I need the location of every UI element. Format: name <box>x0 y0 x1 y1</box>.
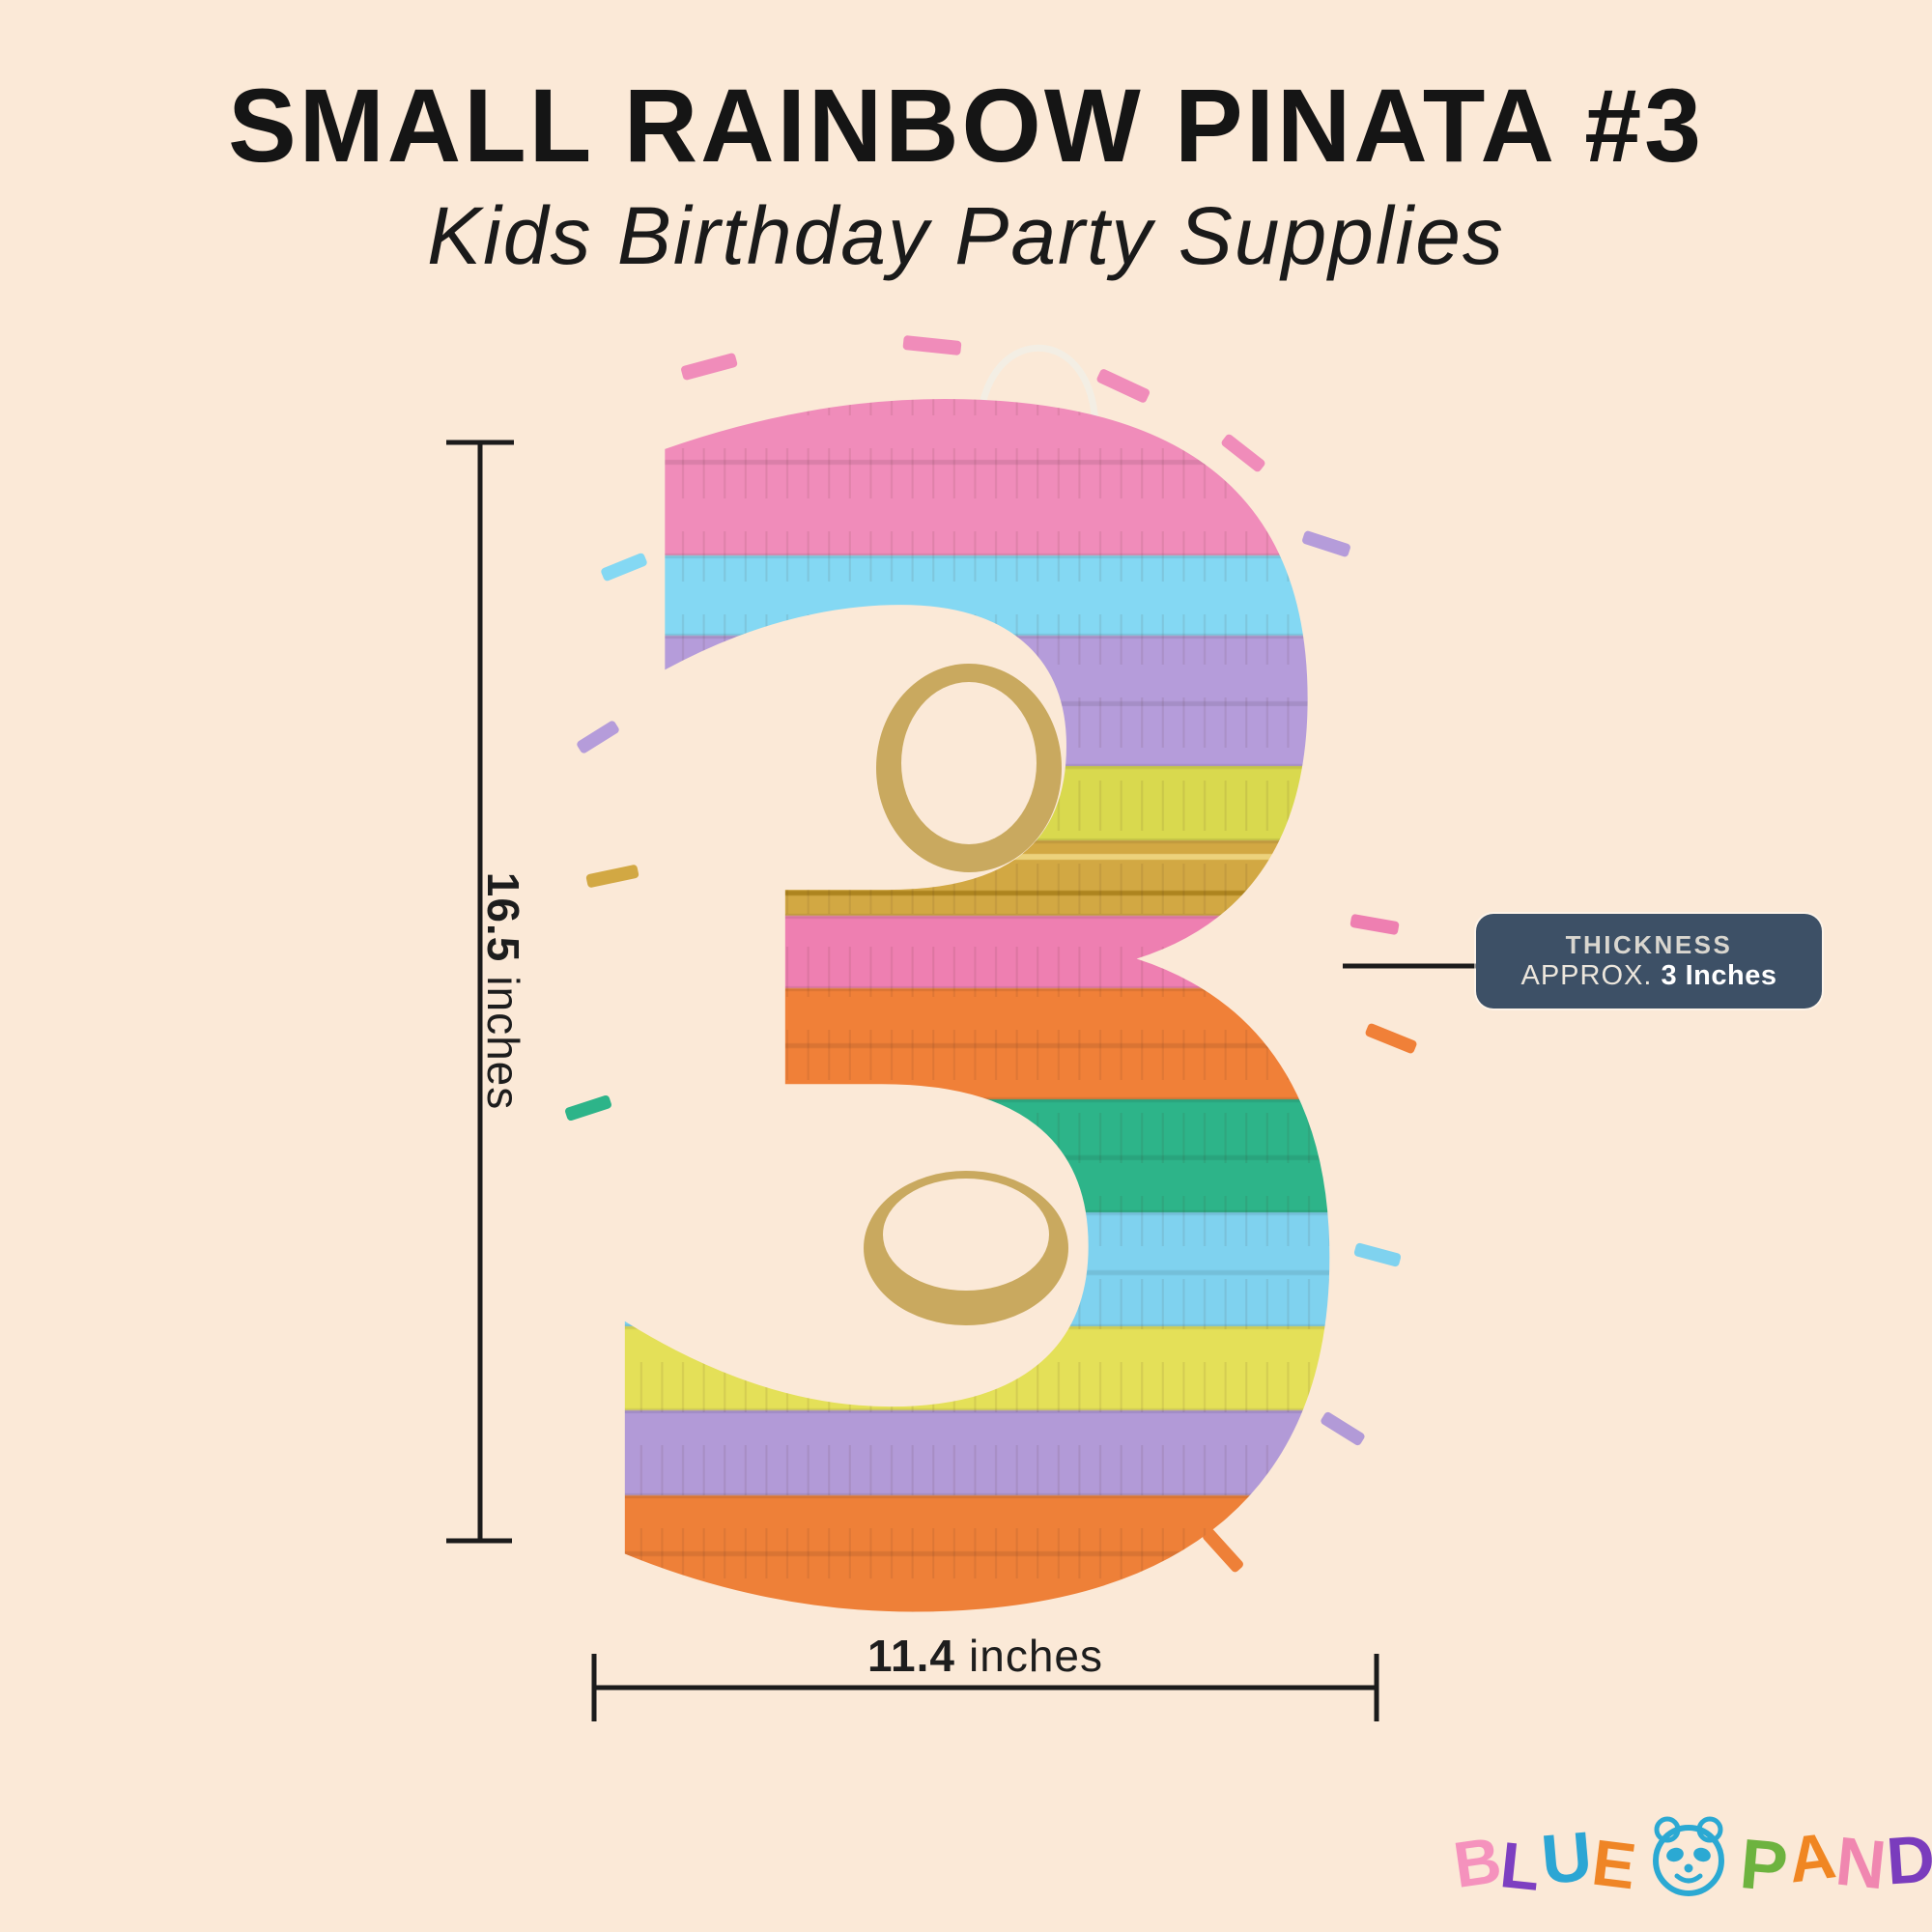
fringe-tuft <box>577 721 619 753</box>
fringe-tuft <box>902 335 962 355</box>
page-subtitle: Kids Birthday Party Supplies <box>427 190 1505 281</box>
fringe-tuft <box>681 353 738 381</box>
logo-letter: L <box>1496 1828 1545 1905</box>
fringe-tuft <box>1221 434 1265 472</box>
lower-hole <box>883 1179 1049 1291</box>
height-unit: inches <box>478 976 528 1111</box>
width-dimension-label: 11.4 inches <box>867 1630 1103 1682</box>
fringe-tuft <box>691 1516 731 1554</box>
height-dimension-label: 16.5 inches <box>477 872 529 1111</box>
logo-letter: P <box>1737 1824 1791 1907</box>
fringe-tuft <box>1350 914 1400 935</box>
fringe-tufts <box>565 335 1417 1609</box>
logo-letter: E <box>1588 1826 1640 1903</box>
pinata-numeral: 3 <box>539 100 1432 1932</box>
panda-face-icon <box>1644 1814 1733 1908</box>
fringe-tuft <box>565 1094 611 1122</box>
dimension-lines <box>446 440 1478 1721</box>
thickness-approx-label: APPROX. <box>1520 960 1653 991</box>
thickness-title: THICKNESS <box>1565 930 1733 959</box>
fringe-tuft <box>1353 1242 1402 1267</box>
foil-holes <box>864 664 1068 1325</box>
height-value: 16.5 <box>478 871 528 963</box>
upper-hole <box>901 682 1037 844</box>
logo-letter: D <box>1884 1820 1932 1899</box>
logo-letter: B <box>1449 1823 1506 1902</box>
fringe-tuft <box>1302 530 1350 557</box>
width-value: 11.4 <box>867 1631 956 1681</box>
page-title: SMALL RAINBOW PINATA #3 <box>228 67 1704 184</box>
fringe-tuft <box>585 865 639 888</box>
fringe-tuft <box>1321 1411 1365 1446</box>
logo-letter: N <box>1832 1823 1890 1904</box>
logo-letter: A <box>1783 1818 1840 1897</box>
pinata-numeral-fringe-texture: 3 <box>539 100 1432 1932</box>
pinata-number-3: 3 3 <box>539 100 1432 1932</box>
thickness-value-line: APPROX. 3 Inches <box>1521 962 1777 990</box>
thickness-badge: THICKNESS APPROX. 3 Inches <box>1476 914 1822 1009</box>
fringe-tuft <box>601 553 647 582</box>
logo-letter: U <box>1538 1817 1596 1900</box>
hanging-string <box>976 344 1099 452</box>
blue-panda-logo: B L U E P A N D A <box>1449 1799 1932 1922</box>
fringe-tuft <box>873 1592 929 1609</box>
fringe-tuft <box>1365 1023 1417 1054</box>
thickness-value: 3 Inches <box>1661 960 1777 991</box>
fringe-tuft <box>1096 369 1151 403</box>
fringe-tuft <box>1203 1528 1243 1573</box>
width-unit: inches <box>969 1631 1103 1681</box>
